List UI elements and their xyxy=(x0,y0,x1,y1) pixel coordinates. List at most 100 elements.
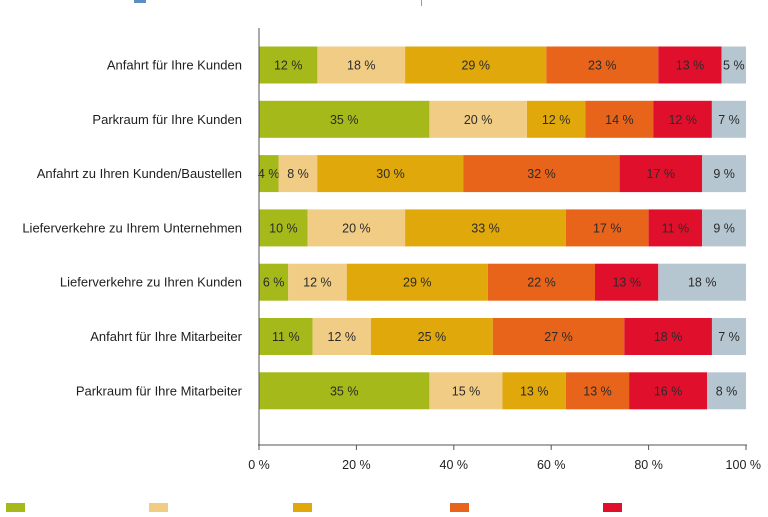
bar-segment xyxy=(278,155,318,193)
bar-segment xyxy=(721,46,746,84)
x-tick-label: 40 % xyxy=(440,458,469,472)
bar-segment xyxy=(629,372,707,410)
category-label: Parkraum für Ihre Kunden xyxy=(92,112,242,127)
header-divider xyxy=(421,0,422,6)
header-fragment xyxy=(134,0,422,6)
data-label: 13 % xyxy=(676,59,705,73)
data-label: 30 % xyxy=(376,167,405,181)
bar-segment xyxy=(702,155,746,193)
x-tick-label: 60 % xyxy=(537,458,566,472)
category-label: Anfahrt für Ihre Kunden xyxy=(107,58,242,73)
category-labels: Anfahrt für Ihre Kunden Parkraum für Ihre… xyxy=(22,58,242,399)
data-label: 11 % xyxy=(272,330,300,344)
category-label: Lieferverkehre zu Ihren Kunden xyxy=(60,275,242,290)
data-label: 12 % xyxy=(542,113,571,127)
bar-segment xyxy=(259,46,318,84)
data-label: 35 % xyxy=(330,384,359,398)
bar-segment xyxy=(595,263,659,301)
bar-segment xyxy=(317,155,464,193)
bar-segment xyxy=(463,155,620,193)
bar-segment xyxy=(658,263,746,301)
bar-segment xyxy=(711,100,746,138)
data-label: 18 % xyxy=(654,330,683,344)
data-label: 35 % xyxy=(330,113,359,127)
data-label: 12 % xyxy=(668,113,697,127)
bar-segment xyxy=(371,318,493,355)
bar-segment xyxy=(259,155,279,193)
bar-segment xyxy=(429,100,527,138)
data-label: 18 % xyxy=(688,276,717,290)
data-label: 16 % xyxy=(654,384,683,398)
legend-swatch xyxy=(293,503,312,515)
data-label: 8 % xyxy=(716,384,738,398)
bar-segment xyxy=(565,372,630,410)
data-label: 7 % xyxy=(718,330,740,344)
data-label: 8 % xyxy=(287,167,309,181)
data-label: 29 % xyxy=(461,59,490,73)
bar-segment xyxy=(711,318,746,355)
bar-segment xyxy=(429,372,503,410)
data-label: 6 % xyxy=(263,276,285,290)
bar-segment xyxy=(658,46,722,84)
legend-swatch xyxy=(450,503,469,515)
data-label: 12 % xyxy=(303,276,332,290)
data-label: 13 % xyxy=(612,276,641,290)
legend xyxy=(6,503,622,515)
bar-segment xyxy=(405,46,547,84)
bar-segment xyxy=(585,100,654,138)
data-label: 13 % xyxy=(520,384,549,398)
bar-segment xyxy=(707,372,746,410)
bar-segment xyxy=(288,263,347,301)
data-label: 29 % xyxy=(403,276,432,290)
bar-segment xyxy=(565,209,649,247)
data-label: 13 % xyxy=(583,384,612,398)
data-label: 17 % xyxy=(593,221,622,235)
bar-segment xyxy=(492,318,625,355)
legend-swatch xyxy=(603,503,622,515)
data-label: 17 % xyxy=(647,167,676,181)
data-label: 9 % xyxy=(713,221,735,235)
bar-segment xyxy=(502,372,566,410)
legend-swatch xyxy=(6,503,25,515)
category-label: Parkraum für Ihre Mitarbeiter xyxy=(76,383,243,398)
bar-segment xyxy=(405,209,566,247)
data-label: 7 % xyxy=(718,113,740,127)
bars-layer: 12 % 18 % 29 % 23 % 13 % 5 % 35 % 20 % 12 % 14 % 1… xyxy=(258,46,746,410)
data-label: 20 % xyxy=(342,221,371,235)
x-tick-label: 80 % xyxy=(634,458,663,472)
data-label: 25 % xyxy=(418,330,447,344)
bar-segment xyxy=(307,209,406,247)
data-label: 33 % xyxy=(471,221,500,235)
data-label: 15 % xyxy=(452,384,481,398)
x-tick-label: 100 % xyxy=(726,458,761,472)
bar-segment xyxy=(487,263,595,301)
data-label: 12 % xyxy=(274,59,303,73)
data-label: 12 % xyxy=(328,330,357,344)
bar-segment xyxy=(259,209,308,247)
bar-segment xyxy=(259,372,430,410)
data-label: 27 % xyxy=(544,330,573,344)
data-label: 32 % xyxy=(527,167,556,181)
legend-swatch xyxy=(149,503,168,515)
bar-segment xyxy=(312,318,371,355)
bar-segment xyxy=(546,46,659,84)
x-axis: 0 % 20 % 40 % 60 % 80 % 100 % xyxy=(248,28,761,472)
bar-segment xyxy=(702,209,746,247)
category-label: Anfahrt für Ihre Mitarbeiter xyxy=(90,329,242,344)
data-label: 23 % xyxy=(588,59,617,73)
data-label: 11 % xyxy=(662,221,690,235)
bar-segment xyxy=(259,100,430,138)
bar-segment xyxy=(346,263,488,301)
data-label: 10 % xyxy=(269,221,298,235)
bar-segment xyxy=(624,318,712,355)
bar-segment xyxy=(648,209,703,247)
data-label: 14 % xyxy=(605,113,634,127)
category-label: Lieferverkehre zu Ihrem Unternehmen xyxy=(22,220,242,235)
category-label: Anfahrt zu Ihren Kunden/Baustellen xyxy=(37,166,242,181)
data-label: 18 % xyxy=(347,59,376,73)
data-label: 5 % xyxy=(723,59,745,73)
data-label: 9 % xyxy=(713,167,735,181)
bar-segment xyxy=(317,46,406,84)
